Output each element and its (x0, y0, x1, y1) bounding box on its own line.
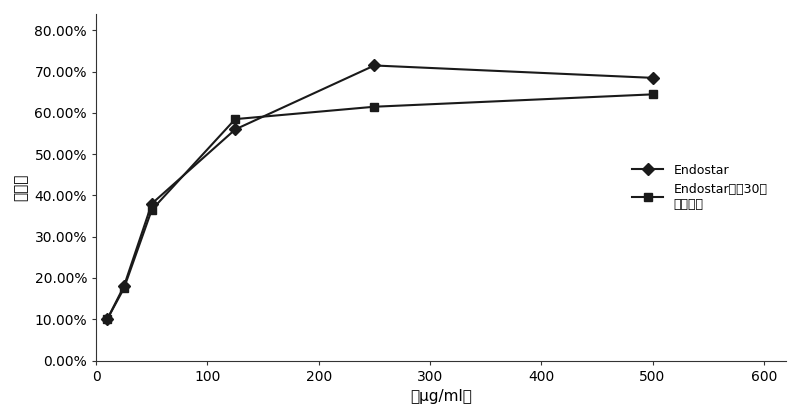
Y-axis label: 抑制率: 抑制率 (14, 173, 29, 201)
Endostar微琒30天
释放液． (102, 317, 112, 322)
Endostar (370, 63, 379, 68)
Endostar (648, 75, 658, 80)
Endostar微琒30天
释放液． (230, 117, 240, 122)
Legend: Endostar, Endostar微琒30天
释放液．: Endostar, Endostar微琒30天 释放液． (620, 151, 780, 223)
Endostar (230, 127, 240, 132)
Endostar (102, 317, 112, 322)
Line: Endostar: Endostar (103, 61, 657, 324)
Endostar微琒30天
释放液． (648, 92, 658, 97)
Endostar微琒30天
释放液． (147, 207, 157, 212)
Endostar微琒30天
释放液． (370, 104, 379, 109)
Endostar (119, 284, 129, 289)
Endostar (147, 201, 157, 206)
X-axis label: （μg/ml）: （μg/ml） (410, 389, 472, 404)
Line: Endostar微琒30天
释放液．: Endostar微琒30天 释放液． (103, 90, 657, 324)
Endostar微琒30天
释放液． (119, 286, 129, 291)
